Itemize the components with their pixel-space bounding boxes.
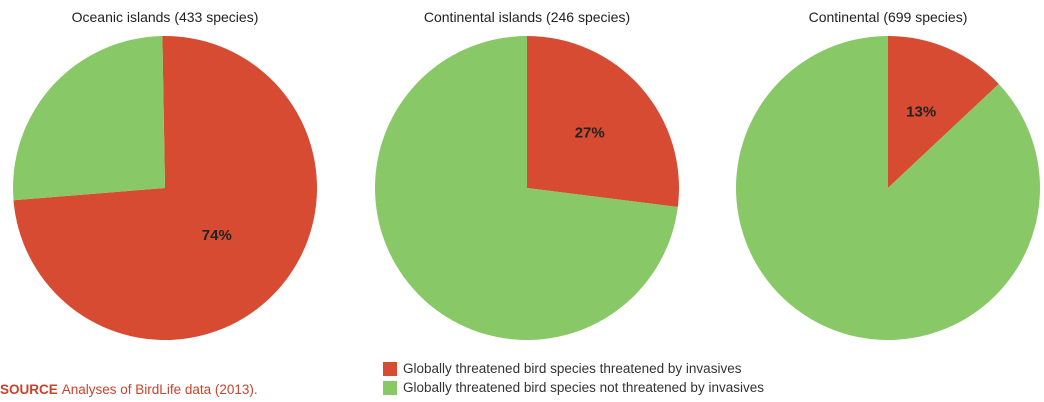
pie-slice-threatened [527,36,679,207]
legend-label-not-threatened: Globally threatened bird species not thr… [403,378,764,397]
chart-title: Continental islands (246 species) [424,9,630,25]
source-label: SOURCE [0,382,58,397]
source-text: Analyses of BirdLife data (2013). [62,382,258,397]
slice-label: 27% [575,125,605,142]
pie-chart-oceanic-islands: 74% Oceanic islands (433 species) [13,9,317,340]
legend-item-threatened: Globally threatened bird species threate… [383,359,764,378]
pie-slice-not-threatened [13,36,165,200]
legend-swatch-not-threatened [383,381,397,395]
source-note: SOURCE Analyses of BirdLife data (2013). [0,382,258,397]
legend-swatch-threatened [383,362,397,376]
slice-label: 74% [202,227,232,244]
pie-chart-continental-islands: 27% Continental islands (246 species) [375,9,679,340]
chart-title: Oceanic islands (433 species) [72,9,259,25]
legend: Globally threatened bird species threate… [383,359,764,397]
legend-label-threatened: Globally threatened bird species threate… [403,359,741,378]
slice-label: 13% [906,103,936,120]
chart-title: Continental (699 species) [809,9,968,25]
legend-item-not-threatened: Globally threatened bird species not thr… [383,378,764,397]
pie-chart-continental: 13% Continental (699 species) [736,9,1040,340]
